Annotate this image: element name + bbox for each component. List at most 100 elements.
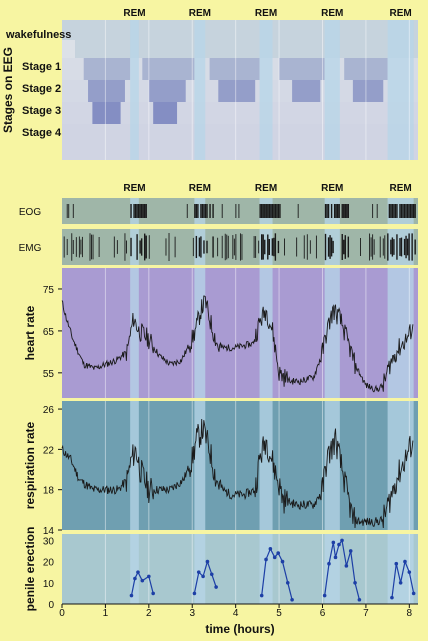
- penile-erection-series-5: [391, 559, 415, 598]
- respiration-rate-rem-band-3: [259, 401, 273, 530]
- penile-erection-point-4-1: [322, 593, 327, 598]
- penile-erection-point-4-4: [333, 555, 338, 560]
- penile-erection-point-5-5: [407, 570, 412, 574]
- x-tick-8: 8: [407, 608, 413, 619]
- x-tick-3: 3: [189, 608, 195, 619]
- respiration-rate-ytick-1: 18: [43, 486, 55, 497]
- penile-erection-rem-band-4: [324, 534, 340, 604]
- penile-erection-point-3-1: [259, 593, 264, 598]
- penile-erection-point-3-2: [264, 557, 268, 562]
- heart-rate-y-label: heart rate: [23, 305, 37, 360]
- respiration-rate-background: [62, 401, 418, 530]
- eog-rem-label-5: REM: [390, 183, 412, 194]
- penile-erection-point-4-3: [331, 540, 336, 545]
- emg-label: EMG: [19, 243, 42, 254]
- penile-erection-rem-band-2: [194, 534, 206, 604]
- hypnogram-rem-band-4: [324, 20, 340, 160]
- hypnogram-rem-band-5: [387, 20, 414, 160]
- eog-rem-label-1: REM: [123, 183, 145, 194]
- penile-erection-point-3-5: [276, 551, 281, 555]
- heart-rate-ytick-0: 55: [43, 369, 55, 380]
- penile-erection-point-1-1: [129, 593, 134, 598]
- heart-rate-rem-band-4: [324, 268, 340, 398]
- respiration-rate-ytick-3: 26: [43, 405, 55, 416]
- stage-label-3: Stage 3: [22, 105, 61, 117]
- penile-erection-point-3-4: [272, 555, 277, 560]
- hypnogram-rem-label-5: REM: [390, 8, 412, 19]
- eog-rem-label-2: REM: [189, 183, 211, 194]
- penile-erection-point-4-2: [327, 561, 331, 566]
- penile-erection-point-1-2: [133, 576, 137, 581]
- penile-erection-point-5-6: [411, 591, 416, 596]
- hypnogram-rem-band-1: [130, 20, 139, 160]
- penile-erection-point-1-4: [140, 578, 145, 583]
- heart-rate-background: [62, 268, 418, 398]
- heart-rate-rem-band-5: [387, 268, 414, 398]
- eog-rem-label-4: REM: [321, 183, 343, 194]
- penile-erection-point-1-6: [151, 591, 155, 596]
- x-tick-5: 5: [276, 608, 282, 619]
- x-tick-4: 4: [233, 608, 239, 619]
- penile-erection-ytick-2: 20: [43, 558, 55, 569]
- penile-erection-ytick-0: 0: [48, 600, 54, 611]
- penile-erection-series-1: [130, 570, 154, 596]
- stage-label-2: Stage 2: [22, 83, 61, 95]
- heart-rate-ytick-1: 65: [43, 327, 55, 338]
- respiration-rate-rem-band-1: [130, 401, 139, 530]
- penile-erection-point-4-8: [348, 549, 353, 553]
- penile-erection-ytick-1: 10: [43, 579, 55, 590]
- penile-erection-point-4-6: [340, 538, 344, 543]
- x-tick-7: 7: [363, 608, 369, 619]
- heart-rate-rem-band-3: [259, 268, 273, 398]
- penile-erection-point-4-10: [357, 597, 362, 602]
- x-tick-0: 0: [59, 608, 65, 619]
- penile-erection-point-4-7: [344, 564, 349, 568]
- penile-erection-point-3-8: [290, 597, 294, 602]
- hypnogram-y-label: Stages on EEG: [1, 47, 15, 133]
- penile-erection-point-3-3: [268, 547, 273, 551]
- respiration-rate-ytick-0: 14: [43, 526, 55, 537]
- stage-label-0: wakefulness: [5, 29, 71, 41]
- heart-rate-ytick-2: 75: [43, 285, 55, 296]
- hypnogram-rem-band-3: [259, 20, 273, 160]
- penile-erection-point-2-3: [201, 574, 205, 579]
- eog-label: EOG: [19, 207, 41, 218]
- penile-erection-point-3-6: [280, 559, 285, 564]
- penile-erection-point-5-2: [394, 561, 399, 566]
- eog-background: [62, 198, 418, 224]
- heart-rate-rem-band-2: [194, 268, 206, 398]
- penile-erection-point-4-5: [337, 542, 341, 547]
- hypnogram-rem-label-2: REM: [189, 8, 211, 19]
- penile-erection-point-2-5: [209, 572, 214, 577]
- respiration-rate-trace: [61, 418, 414, 529]
- hypnogram-rem-band-2: [194, 20, 206, 160]
- penile-erection-point-2-2: [196, 570, 201, 574]
- heart-rate-rem-band-1: [130, 268, 139, 398]
- penile-erection-point-5-4: [403, 559, 407, 564]
- x-tick-2: 2: [146, 608, 152, 619]
- eog-rem-label-3: REM: [255, 183, 277, 194]
- penile-erection-point-3-7: [285, 580, 290, 585]
- respiration-rate-rem-band-2: [194, 401, 206, 530]
- penile-erection-point-5-1: [390, 595, 394, 600]
- penile-erection-point-2-1: [192, 591, 197, 596]
- hypnogram-rem-label-1: REM: [123, 8, 145, 19]
- respiration-rate-y-label: respiration rate: [23, 421, 37, 509]
- penile-erection-point-1-3: [136, 570, 140, 574]
- penile-erection-series-4: [324, 538, 360, 600]
- penile-erection-ytick-3: 30: [43, 536, 55, 547]
- heart-rate-trace: [61, 295, 414, 393]
- penile-erection-background: [62, 534, 418, 604]
- penile-erection-point-5-3: [398, 580, 403, 585]
- respiration-rate-ytick-2: 22: [43, 445, 55, 456]
- stage-label-1: Stage 1: [22, 61, 61, 73]
- penile-erection-y-label: penile erection: [23, 527, 37, 612]
- x-axis-label: time (hours): [205, 622, 274, 636]
- penile-erection-point-2-4: [205, 559, 210, 564]
- penile-erection-series-3: [261, 547, 293, 600]
- penile-erection-point-2-6: [214, 585, 218, 589]
- x-tick-6: 6: [320, 608, 326, 619]
- penile-erection-series-2: [193, 559, 217, 594]
- emg-rem-band-1: [130, 229, 139, 265]
